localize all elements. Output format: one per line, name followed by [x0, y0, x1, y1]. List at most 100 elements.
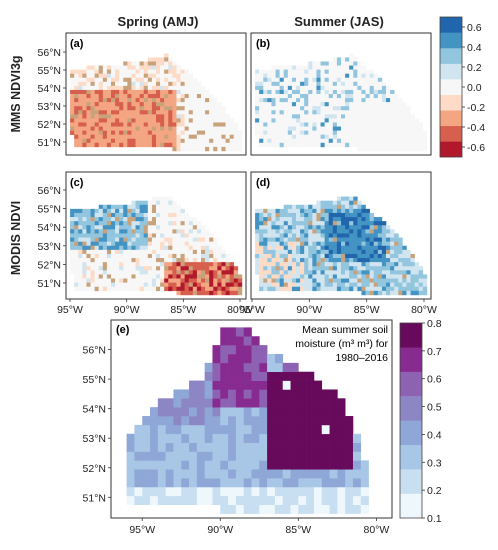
- map-cell: [172, 77, 177, 83]
- map-cell: [192, 266, 198, 271]
- map-cell: [181, 495, 190, 506]
- map-cell: [78, 85, 83, 91]
- map-cell: [320, 85, 325, 91]
- map-cell: [172, 249, 177, 255]
- map-cell: [386, 290, 391, 296]
- map-cell: [345, 134, 350, 140]
- y-tick-label: 53°N: [38, 241, 61, 253]
- map-cell: [184, 221, 190, 226]
- map-cell: [184, 134, 190, 140]
- map-cell: [168, 278, 173, 283]
- map-cell: [283, 282, 289, 288]
- map-cell: [290, 442, 299, 452]
- map-cell: [345, 94, 350, 99]
- map-cell: [168, 286, 173, 292]
- map-cell: [106, 208, 112, 214]
- map-cell: [126, 469, 135, 479]
- map-cell: [217, 286, 222, 292]
- map-cell: [86, 118, 91, 123]
- map-cell: [287, 274, 293, 279]
- map-cell: [229, 290, 235, 296]
- map-cell: [94, 253, 100, 259]
- map-cell: [98, 85, 104, 91]
- map-cell: [90, 241, 95, 247]
- map-cell: [106, 249, 112, 255]
- map-cell: [328, 233, 334, 238]
- map-cell: [98, 233, 104, 238]
- map-cell: [180, 266, 185, 271]
- map-cell: [188, 262, 194, 267]
- map-cell: [279, 69, 285, 74]
- map-cell: [78, 212, 83, 218]
- map-cell: [259, 237, 264, 242]
- map-cell: [151, 217, 157, 222]
- map-cell: [147, 270, 153, 275]
- map-cell: [402, 122, 407, 127]
- row-header-mms: MMS NDVI3g: [9, 55, 23, 132]
- map-cell: [196, 380, 205, 390]
- map-cell: [306, 433, 315, 443]
- map-cell: [365, 262, 370, 267]
- map-cell: [259, 245, 264, 251]
- map-cell: [271, 73, 276, 79]
- map-cell: [263, 106, 268, 111]
- map-cell: [274, 504, 284, 514]
- map-cell: [320, 106, 325, 111]
- map-cell: [390, 130, 395, 135]
- map-cell: [259, 217, 264, 222]
- map-cell: [349, 196, 354, 201]
- map-cell: [180, 85, 185, 91]
- map-cell: [271, 114, 276, 119]
- map-cell: [139, 130, 145, 135]
- map-cell: [164, 138, 169, 144]
- map-cell: [157, 442, 166, 452]
- map-cell: [189, 380, 198, 390]
- map-cell: [283, 258, 289, 263]
- map-cell: [192, 258, 198, 263]
- map-cell: [127, 204, 132, 210]
- map-cell: [213, 258, 218, 263]
- map-cell: [357, 266, 362, 271]
- map-cell: [143, 130, 149, 135]
- map-cell: [235, 433, 244, 443]
- map-cell: [209, 138, 214, 144]
- map-cell: [349, 282, 354, 288]
- map-cell: [115, 138, 120, 144]
- map-cell: [123, 106, 128, 111]
- map-cell: [316, 94, 321, 99]
- map-cell: [131, 270, 136, 275]
- map-cell: [353, 204, 358, 210]
- map-cell: [147, 204, 153, 210]
- map-cell: [394, 94, 399, 99]
- map-cell: [220, 460, 229, 470]
- map-cell: [345, 98, 350, 103]
- map-cell: [74, 81, 79, 87]
- map-cell: [390, 237, 395, 242]
- map-cell: [287, 98, 293, 103]
- map-cell: [390, 229, 395, 234]
- map-cell: [271, 217, 276, 222]
- map-cell: [341, 65, 346, 70]
- map-cell: [119, 270, 124, 275]
- map-cell: [196, 262, 202, 267]
- map-cell: [106, 110, 112, 115]
- map-cell: [98, 225, 104, 230]
- map-cell: [139, 77, 145, 83]
- map-cell: [275, 94, 280, 99]
- map-cell: [192, 270, 198, 275]
- map-cell: [336, 118, 342, 123]
- map-cell: [106, 258, 112, 263]
- map-cell: [296, 94, 301, 99]
- map-cell: [274, 433, 284, 443]
- map-cell: [86, 253, 91, 259]
- map-cell: [135, 212, 140, 218]
- map-cell: [176, 134, 181, 140]
- map-cell: [324, 122, 330, 127]
- map-cell: [156, 217, 161, 222]
- map-cell: [291, 212, 297, 218]
- map-cell: [94, 270, 100, 275]
- map-cell: [279, 282, 285, 288]
- map-cell: [316, 114, 321, 119]
- map-cell: [135, 110, 140, 115]
- map-cell: [212, 407, 221, 417]
